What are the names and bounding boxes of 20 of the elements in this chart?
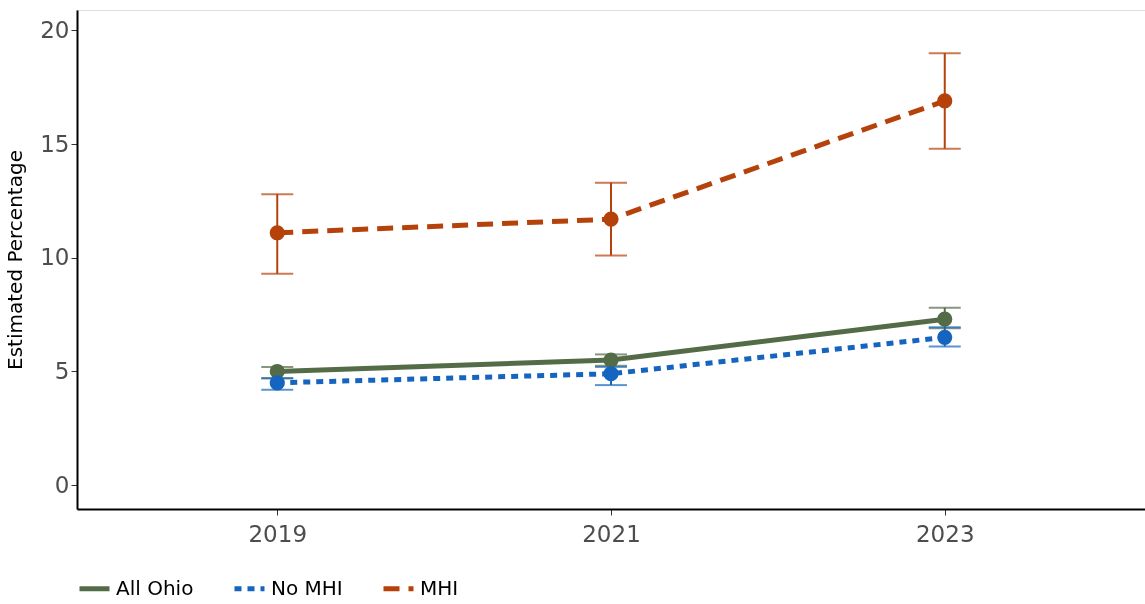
point: [937, 329, 953, 345]
y-tick-label: 15: [40, 130, 70, 157]
x-tick-label: 2023: [915, 520, 975, 547]
y-axis-title: Estimated Percentage: [3, 150, 28, 370]
point: [603, 211, 619, 227]
point: [937, 93, 953, 109]
point: [269, 375, 285, 391]
y-tick-label: 20: [40, 16, 70, 43]
point: [937, 311, 953, 327]
point: [603, 366, 619, 382]
x-tick-label: 2019: [248, 520, 308, 547]
legend-label: No MHI: [271, 575, 343, 600]
point: [603, 352, 619, 368]
legend-label: MHI: [420, 575, 459, 600]
x-tick-label: 2021: [582, 520, 641, 547]
y-tick-label: 5: [54, 357, 70, 384]
y-tick-label: 10: [40, 244, 70, 271]
legend-label: All Ohio: [116, 575, 194, 600]
point: [269, 225, 285, 241]
y-tick-label: 0: [54, 471, 70, 498]
